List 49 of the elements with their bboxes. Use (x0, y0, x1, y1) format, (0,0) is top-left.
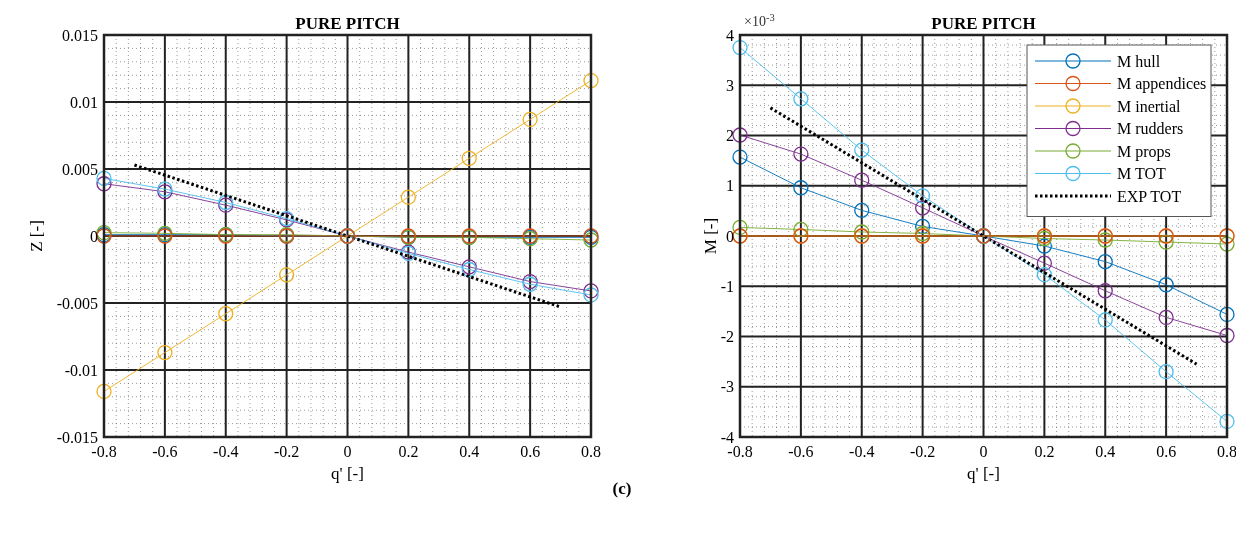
y-tick-label: -0.01 (64, 361, 98, 379)
y-tick-label: 2 (726, 127, 734, 145)
y-axis-title: Z [-] (27, 220, 46, 252)
x-tick-label: -0.6 (152, 443, 178, 460)
y-tick-label: 0.015 (62, 26, 98, 44)
x-axis-title: q' [-] (967, 464, 1000, 483)
legend-label: M appendices (1117, 75, 1207, 94)
legend-label: M inertial (1117, 97, 1182, 115)
x-axis-title: q' [-] (331, 464, 364, 483)
text: (c) (612, 479, 632, 498)
legend-label: M TOT (1117, 165, 1166, 183)
x-tick-label: 0.8 (581, 443, 601, 460)
x-tick-label: -0.6 (788, 443, 814, 460)
y-axis-title: M [-] (701, 217, 720, 255)
chart-title: PURE PITCH (295, 14, 400, 33)
x-tick-label: 0.2 (1034, 443, 1055, 460)
y-tick-label: 0 (90, 227, 98, 245)
x-tick-label: 0.2 (398, 443, 419, 460)
y-tick-label: 0 (726, 227, 734, 245)
x-tick-label: 0.6 (520, 443, 541, 460)
x-tick-label: -0.8 (91, 443, 117, 460)
y-tick-label: 0.01 (70, 93, 98, 111)
y-tick-label: -3 (720, 378, 734, 396)
y-tick-label: 3 (726, 76, 734, 94)
x-tick-label: -0.2 (273, 443, 300, 460)
x-tick-label: -0.8 (727, 443, 753, 460)
y-tick-label: -2 (720, 328, 734, 346)
legend-label: M hull (1117, 52, 1161, 70)
y-tick-label: 0.005 (62, 160, 98, 178)
x-tick-label: -0.4 (849, 443, 875, 460)
y-tick-label: 1 (726, 177, 734, 195)
x-tick-label: 0.6 (1156, 443, 1177, 460)
x-tick-label: 0.8 (1217, 443, 1237, 460)
y-tick-label: -0.015 (56, 428, 98, 446)
x-tick-label: 0 (979, 443, 988, 460)
x-tick-label: -0.4 (213, 443, 239, 460)
legend-label: M props (1117, 142, 1171, 161)
text: ×10$^{-3}$ (744, 11, 775, 29)
y-tick-label: -4 (720, 428, 734, 446)
y-tick-label: 4 (726, 26, 734, 44)
y-tick-label: -1 (720, 277, 734, 295)
legend-label: M rudders (1117, 120, 1184, 138)
x-tick-label: 0.4 (1095, 443, 1116, 460)
x-tick-label: 0 (343, 443, 352, 460)
y-tick-label: -0.005 (56, 294, 98, 312)
legend-label: EXP TOT (1117, 187, 1182, 205)
x-tick-label: 0.4 (459, 443, 480, 460)
x-tick-label: -0.2 (909, 443, 936, 460)
chart-title: PURE PITCH (931, 14, 1036, 33)
